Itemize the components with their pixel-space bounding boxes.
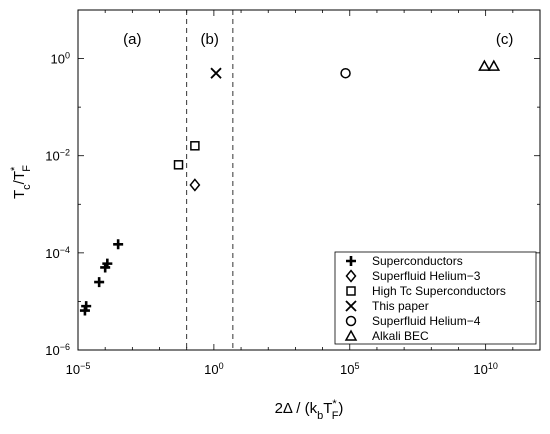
point-plus [113, 239, 124, 250]
axis-ticks [77, 9, 541, 351]
x-tick-label: 10−5 [66, 361, 91, 377]
point-diamond [189, 178, 201, 192]
region-dividers [186, 10, 234, 350]
point-plus [94, 277, 105, 288]
point-circle [340, 67, 351, 79]
point-triangle [478, 59, 491, 71]
point-square [190, 141, 200, 151]
point-triangle [487, 59, 501, 71]
legend-entry-label: Superfluid Helium−3 [372, 269, 481, 283]
point-plus [102, 258, 113, 269]
point-plus [81, 301, 92, 312]
legend-marker-square [346, 286, 356, 296]
y-axis-title: Tc/T*F [9, 165, 33, 199]
region-label: (c) [496, 31, 514, 48]
legend-marker-triangle [344, 329, 358, 341]
x-tick-label: 100 [204, 361, 223, 377]
region-labels: (a) (b) (c) [123, 31, 513, 48]
legend-box [334, 251, 537, 345]
axis-tick-labels: 10−5 100 105 1010 10−6 10−4 10−2 100 [45, 51, 498, 377]
point-square [173, 160, 184, 170]
legend-marker-plus [346, 256, 356, 266]
point-x [210, 67, 222, 79]
x-axis-title: 2Δ / (kbT* F) [275, 398, 344, 422]
region-label: (a) [123, 31, 141, 48]
y-tick-label: 10−6 [45, 342, 70, 358]
legend-entry-label: Superfluid Helium−4 [372, 314, 481, 328]
legend-entry-label: High Tc Superconductors [372, 284, 506, 298]
y-tick-label: 100 [51, 51, 70, 67]
y-tick-label: 10−2 [45, 148, 70, 164]
legend-marker-circle [345, 315, 357, 327]
x-tick-label: 105 [340, 361, 359, 377]
x-tick-label: 1010 [473, 361, 497, 377]
legend-entry-label: Superconductors [372, 254, 463, 268]
legend-marker-diamond [345, 269, 357, 283]
y-tick-label: 10−4 [45, 245, 70, 261]
legend-marker-x [345, 300, 357, 312]
data-markers [79, 59, 501, 316]
region-label: (b) [201, 31, 219, 48]
legend-entry-label: This paper [372, 299, 429, 313]
legend-entry-label: Alkali BEC [372, 329, 429, 343]
